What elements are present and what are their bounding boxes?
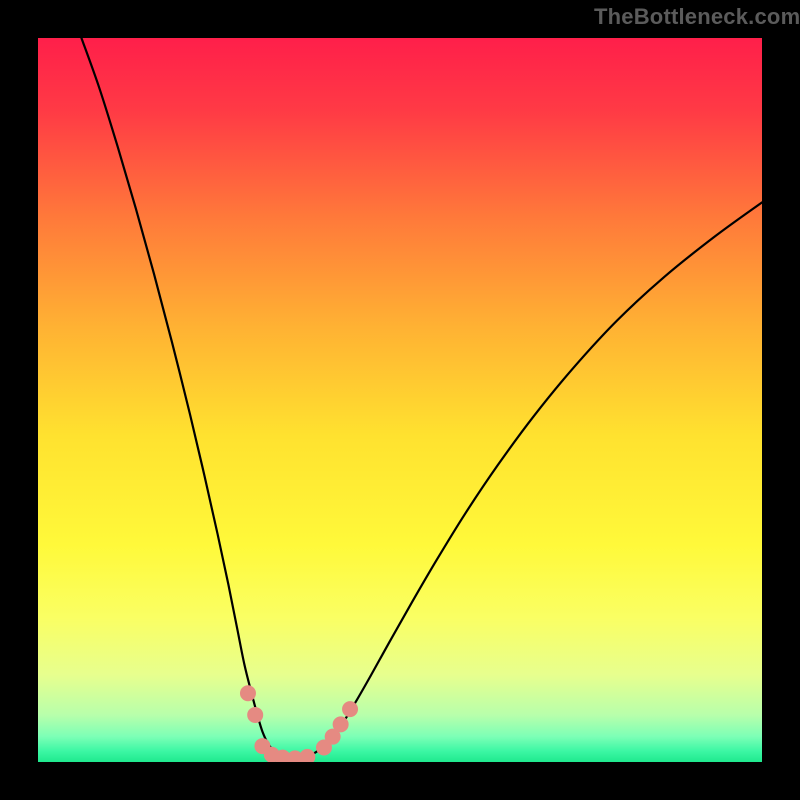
watermark-label: TheBottleneck.com <box>594 4 800 30</box>
data-marker <box>300 749 315 762</box>
data-marker <box>248 707 263 722</box>
data-marker <box>333 717 348 732</box>
plot-area <box>38 38 762 762</box>
data-marker <box>343 702 358 717</box>
data-marker <box>240 686 255 701</box>
gradient-background <box>38 38 762 762</box>
chart-frame: TheBottleneck.com <box>0 0 800 800</box>
plot-svg <box>38 38 762 762</box>
